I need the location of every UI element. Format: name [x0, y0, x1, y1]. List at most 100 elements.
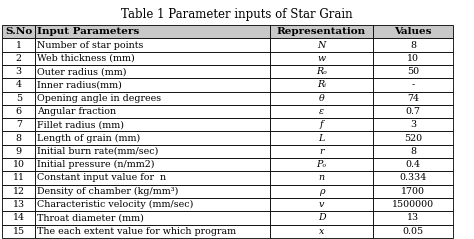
Text: 10: 10 — [407, 54, 419, 63]
Text: Angular fraction: Angular fraction — [37, 107, 116, 116]
Bar — [373, 38, 453, 52]
Bar — [373, 198, 453, 211]
Bar — [373, 78, 453, 92]
Text: 1500000: 1500000 — [392, 200, 434, 209]
Bar — [35, 52, 270, 65]
Text: Opening angle in degrees: Opening angle in degrees — [37, 94, 161, 103]
Bar — [2, 78, 35, 92]
Text: 12: 12 — [13, 187, 25, 196]
Bar — [35, 145, 270, 158]
Text: Initial burn rate(mm/sec): Initial burn rate(mm/sec) — [37, 147, 158, 156]
Bar — [270, 78, 373, 92]
Text: Constant input value for  n: Constant input value for n — [37, 174, 166, 183]
Bar — [373, 171, 453, 185]
Bar — [373, 25, 453, 38]
Bar — [35, 78, 270, 92]
Text: 8: 8 — [410, 147, 416, 156]
Bar — [270, 145, 373, 158]
Text: 0.05: 0.05 — [402, 227, 424, 236]
Text: 8: 8 — [410, 41, 416, 49]
Bar — [373, 145, 453, 158]
Text: Density of chamber (kg/mm³): Density of chamber (kg/mm³) — [37, 187, 179, 196]
Bar — [270, 198, 373, 211]
Bar — [2, 92, 35, 105]
Text: v: v — [319, 200, 324, 209]
Bar — [373, 185, 453, 198]
Text: 8: 8 — [16, 134, 22, 143]
Text: 3: 3 — [410, 120, 416, 129]
Bar — [373, 131, 453, 145]
Text: Pₒ: Pₒ — [317, 160, 327, 169]
Bar — [373, 224, 453, 238]
Text: x: x — [319, 227, 324, 236]
Text: 3: 3 — [16, 67, 22, 76]
Text: 2: 2 — [16, 54, 22, 63]
Text: The each extent value for which program: The each extent value for which program — [37, 227, 236, 236]
Bar — [373, 52, 453, 65]
Text: 9: 9 — [16, 147, 22, 156]
Text: Length of grain (mm): Length of grain (mm) — [37, 134, 140, 143]
Bar — [35, 224, 270, 238]
Text: Rₒ: Rₒ — [316, 67, 327, 76]
Text: 0.334: 0.334 — [400, 174, 427, 183]
Bar — [2, 224, 35, 238]
Bar — [35, 185, 270, 198]
Bar — [35, 65, 270, 78]
Bar — [2, 211, 35, 224]
Text: 0.7: 0.7 — [405, 107, 420, 116]
Bar — [270, 38, 373, 52]
Text: Throat diameter (mm): Throat diameter (mm) — [37, 213, 144, 222]
Text: Values: Values — [394, 27, 432, 36]
Text: 13: 13 — [407, 213, 419, 222]
Bar — [2, 65, 35, 78]
Bar — [373, 211, 453, 224]
Bar — [373, 158, 453, 171]
Text: r: r — [319, 147, 324, 156]
Bar — [373, 105, 453, 118]
Bar — [270, 131, 373, 145]
Text: Number of star points: Number of star points — [37, 41, 144, 49]
Bar — [2, 131, 35, 145]
Text: Input Parameters: Input Parameters — [37, 27, 139, 36]
Text: 520: 520 — [404, 134, 422, 143]
Text: 1700: 1700 — [401, 187, 425, 196]
Bar — [373, 65, 453, 78]
Bar — [35, 38, 270, 52]
Bar — [270, 158, 373, 171]
Bar — [2, 105, 35, 118]
Bar — [270, 118, 373, 131]
Text: w: w — [318, 54, 326, 63]
Bar — [270, 52, 373, 65]
Text: θ: θ — [319, 94, 324, 103]
Bar — [2, 52, 35, 65]
Bar — [2, 171, 35, 185]
Bar — [270, 171, 373, 185]
Bar — [270, 25, 373, 38]
Text: N: N — [317, 41, 326, 49]
Text: ρ: ρ — [319, 187, 324, 196]
Bar — [270, 92, 373, 105]
Text: 14: 14 — [13, 213, 25, 222]
Text: D: D — [318, 213, 325, 222]
Bar — [2, 25, 35, 38]
Text: Initial pressure (n/mm2): Initial pressure (n/mm2) — [37, 160, 155, 169]
Text: n: n — [319, 174, 325, 183]
Bar — [2, 158, 35, 171]
Text: 7: 7 — [16, 120, 22, 129]
Text: Characteristic velocity (mm/sec): Characteristic velocity (mm/sec) — [37, 200, 193, 209]
Text: S.No: S.No — [5, 27, 32, 36]
Bar — [270, 224, 373, 238]
Text: Table 1 Parameter inputs of Star Grain: Table 1 Parameter inputs of Star Grain — [121, 8, 353, 21]
Bar — [35, 118, 270, 131]
Text: 1: 1 — [16, 41, 22, 49]
Text: Inner radius(mm): Inner radius(mm) — [37, 80, 122, 89]
Bar — [35, 158, 270, 171]
Bar — [270, 185, 373, 198]
Text: Web thickness (mm): Web thickness (mm) — [37, 54, 135, 63]
Bar — [2, 198, 35, 211]
Bar — [2, 185, 35, 198]
Bar — [35, 198, 270, 211]
Text: -: - — [411, 80, 415, 89]
Bar — [270, 211, 373, 224]
Bar — [35, 92, 270, 105]
